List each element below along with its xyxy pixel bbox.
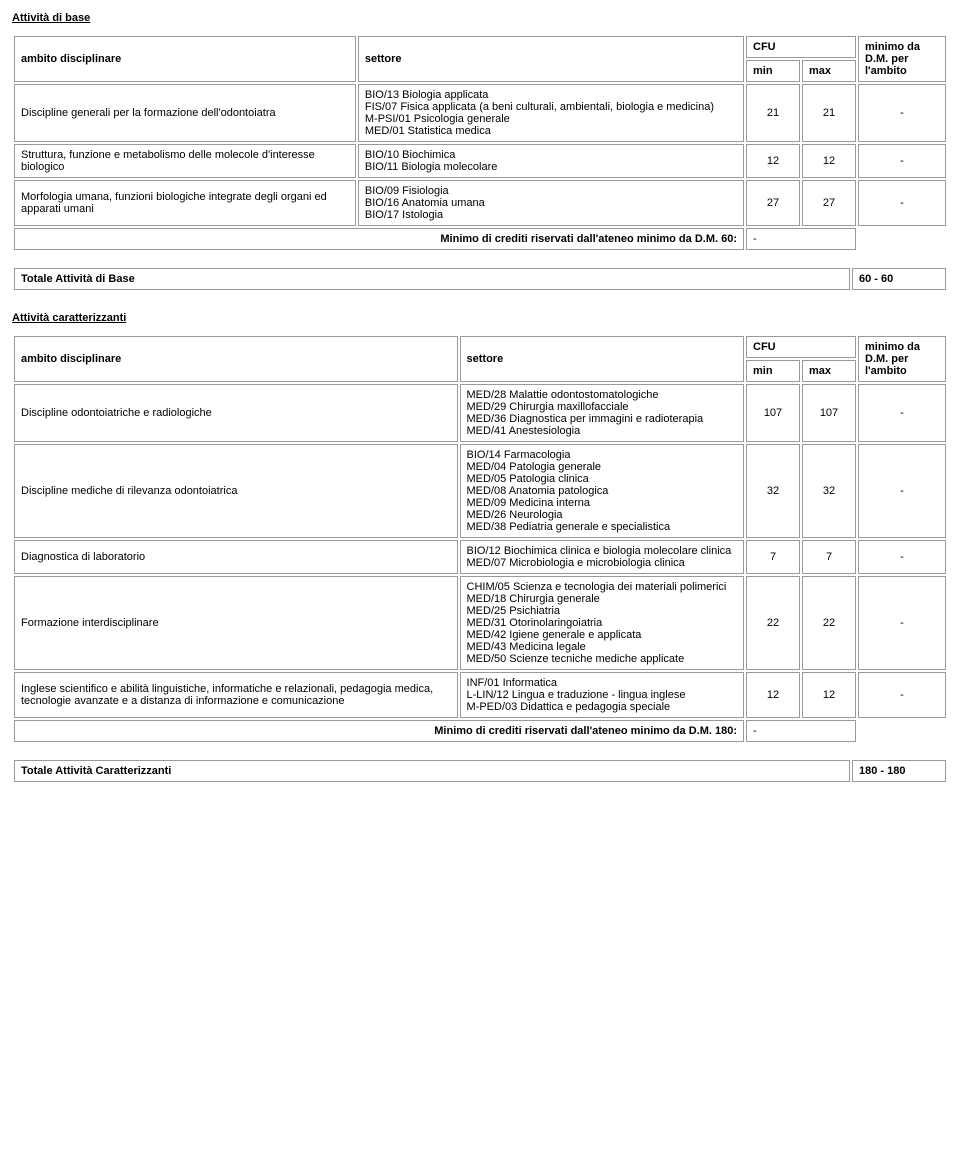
header-min: min	[746, 60, 800, 82]
table-row: Discipline mediche di rilevanza odontoia…	[14, 444, 946, 538]
cell-max: 27	[802, 180, 856, 226]
cell-max: 12	[802, 144, 856, 178]
cell-min: 12	[746, 144, 800, 178]
cell-minimo: -	[858, 144, 946, 178]
totale-row: Totale Attività Caratterizzanti 180 - 18…	[14, 760, 946, 782]
cell-max: 7	[802, 540, 856, 574]
cell-max: 32	[802, 444, 856, 538]
section-title-base: Attività di base	[12, 12, 948, 24]
totale-val: 60 - 60	[852, 268, 946, 290]
cell-min: 7	[746, 540, 800, 574]
header-ambito: ambito disciplinare	[14, 336, 458, 382]
cell-settore: MED/28 Malattie odontostomatologiche MED…	[460, 384, 744, 442]
cell-minimo: -	[858, 444, 946, 538]
cell-max: 107	[802, 384, 856, 442]
cell-settore: INF/01 Informatica L-LIN/12 Lingua e tra…	[460, 672, 744, 718]
totale-val: 180 - 180	[852, 760, 946, 782]
table-row: Discipline generali per la formazione de…	[14, 84, 946, 142]
totale-label: Totale Attività di Base	[14, 268, 850, 290]
footer-label: Minimo di crediti riservati dall'ateneo …	[14, 720, 744, 742]
cell-min: 32	[746, 444, 800, 538]
header-cfu: CFU	[746, 336, 856, 358]
cell-ambito: Formazione interdisciplinare	[14, 576, 458, 670]
header-cfu: CFU	[746, 36, 856, 58]
cell-min: 21	[746, 84, 800, 142]
footer-empty	[858, 720, 946, 742]
header-minimo: minimo da D.M. per l'ambito	[858, 336, 946, 382]
cell-max: 21	[802, 84, 856, 142]
totale-label: Totale Attività Caratterizzanti	[14, 760, 850, 782]
cell-ambito: Struttura, funzione e metabolismo delle …	[14, 144, 356, 178]
cell-min: 107	[746, 384, 800, 442]
cell-ambito: Morfologia umana, funzioni biologiche in…	[14, 180, 356, 226]
table-row: Morfologia umana, funzioni biologiche in…	[14, 180, 946, 226]
cell-settore: BIO/09 Fisiologia BIO/16 Anatomia umana …	[358, 180, 744, 226]
cell-ambito: Discipline generali per la formazione de…	[14, 84, 356, 142]
cell-minimo: -	[858, 84, 946, 142]
footer-val: -	[746, 720, 856, 742]
table-row: Formazione interdisciplinare CHIM/05 Sci…	[14, 576, 946, 670]
table-row: Discipline odontoiatriche e radiologiche…	[14, 384, 946, 442]
cell-max: 22	[802, 576, 856, 670]
cell-ambito: Inglese scientifico e abilità linguistic…	[14, 672, 458, 718]
header-minimo: minimo da D.M. per l'ambito	[858, 36, 946, 82]
header-settore: settore	[460, 336, 744, 382]
table-row: Inglese scientifico e abilità linguistic…	[14, 672, 946, 718]
footer-label: Minimo di crediti riservati dall'ateneo …	[14, 228, 744, 250]
table-header-row: ambito disciplinare settore CFU minimo d…	[14, 336, 946, 358]
cell-min: 27	[746, 180, 800, 226]
totale-row: Totale Attività di Base 60 - 60	[14, 268, 946, 290]
cell-minimo: -	[858, 576, 946, 670]
header-max: max	[802, 60, 856, 82]
cell-settore: BIO/12 Biochimica clinica e biologia mol…	[460, 540, 744, 574]
header-min: min	[746, 360, 800, 382]
table-header-row: ambito disciplinare settore CFU minimo d…	[14, 36, 946, 58]
cell-ambito: Discipline odontoiatriche e radiologiche	[14, 384, 458, 442]
table-row: Diagnostica di laboratorio BIO/12 Biochi…	[14, 540, 946, 574]
header-settore: settore	[358, 36, 744, 82]
cell-ambito: Discipline mediche di rilevanza odontoia…	[14, 444, 458, 538]
cell-settore: BIO/13 Biologia applicata FIS/07 Fisica …	[358, 84, 744, 142]
cell-minimo: -	[858, 672, 946, 718]
table-row: Struttura, funzione e metabolismo delle …	[14, 144, 946, 178]
cell-min: 12	[746, 672, 800, 718]
cell-settore: BIO/10 Biochimica BIO/11 Biologia moleco…	[358, 144, 744, 178]
table-footer-row: Minimo di crediti riservati dall'ateneo …	[14, 228, 946, 250]
cell-minimo: -	[858, 540, 946, 574]
cell-minimo: -	[858, 384, 946, 442]
cell-min: 22	[746, 576, 800, 670]
cell-max: 12	[802, 672, 856, 718]
footer-val: -	[746, 228, 856, 250]
totale-base: Totale Attività di Base 60 - 60	[12, 266, 948, 292]
table-caratt: ambito disciplinare settore CFU minimo d…	[12, 334, 948, 744]
cell-minimo: -	[858, 180, 946, 226]
cell-ambito: Diagnostica di laboratorio	[14, 540, 458, 574]
table-footer-row: Minimo di crediti riservati dall'ateneo …	[14, 720, 946, 742]
cell-settore: CHIM/05 Scienza e tecnologia dei materia…	[460, 576, 744, 670]
header-max: max	[802, 360, 856, 382]
table-base: ambito disciplinare settore CFU minimo d…	[12, 34, 948, 252]
footer-empty	[858, 228, 946, 250]
header-ambito: ambito disciplinare	[14, 36, 356, 82]
cell-settore: BIO/14 Farmacologia MED/04 Patologia gen…	[460, 444, 744, 538]
totale-caratt: Totale Attività Caratterizzanti 180 - 18…	[12, 758, 948, 784]
section-title-caratt: Attività caratterizzanti	[12, 312, 948, 324]
